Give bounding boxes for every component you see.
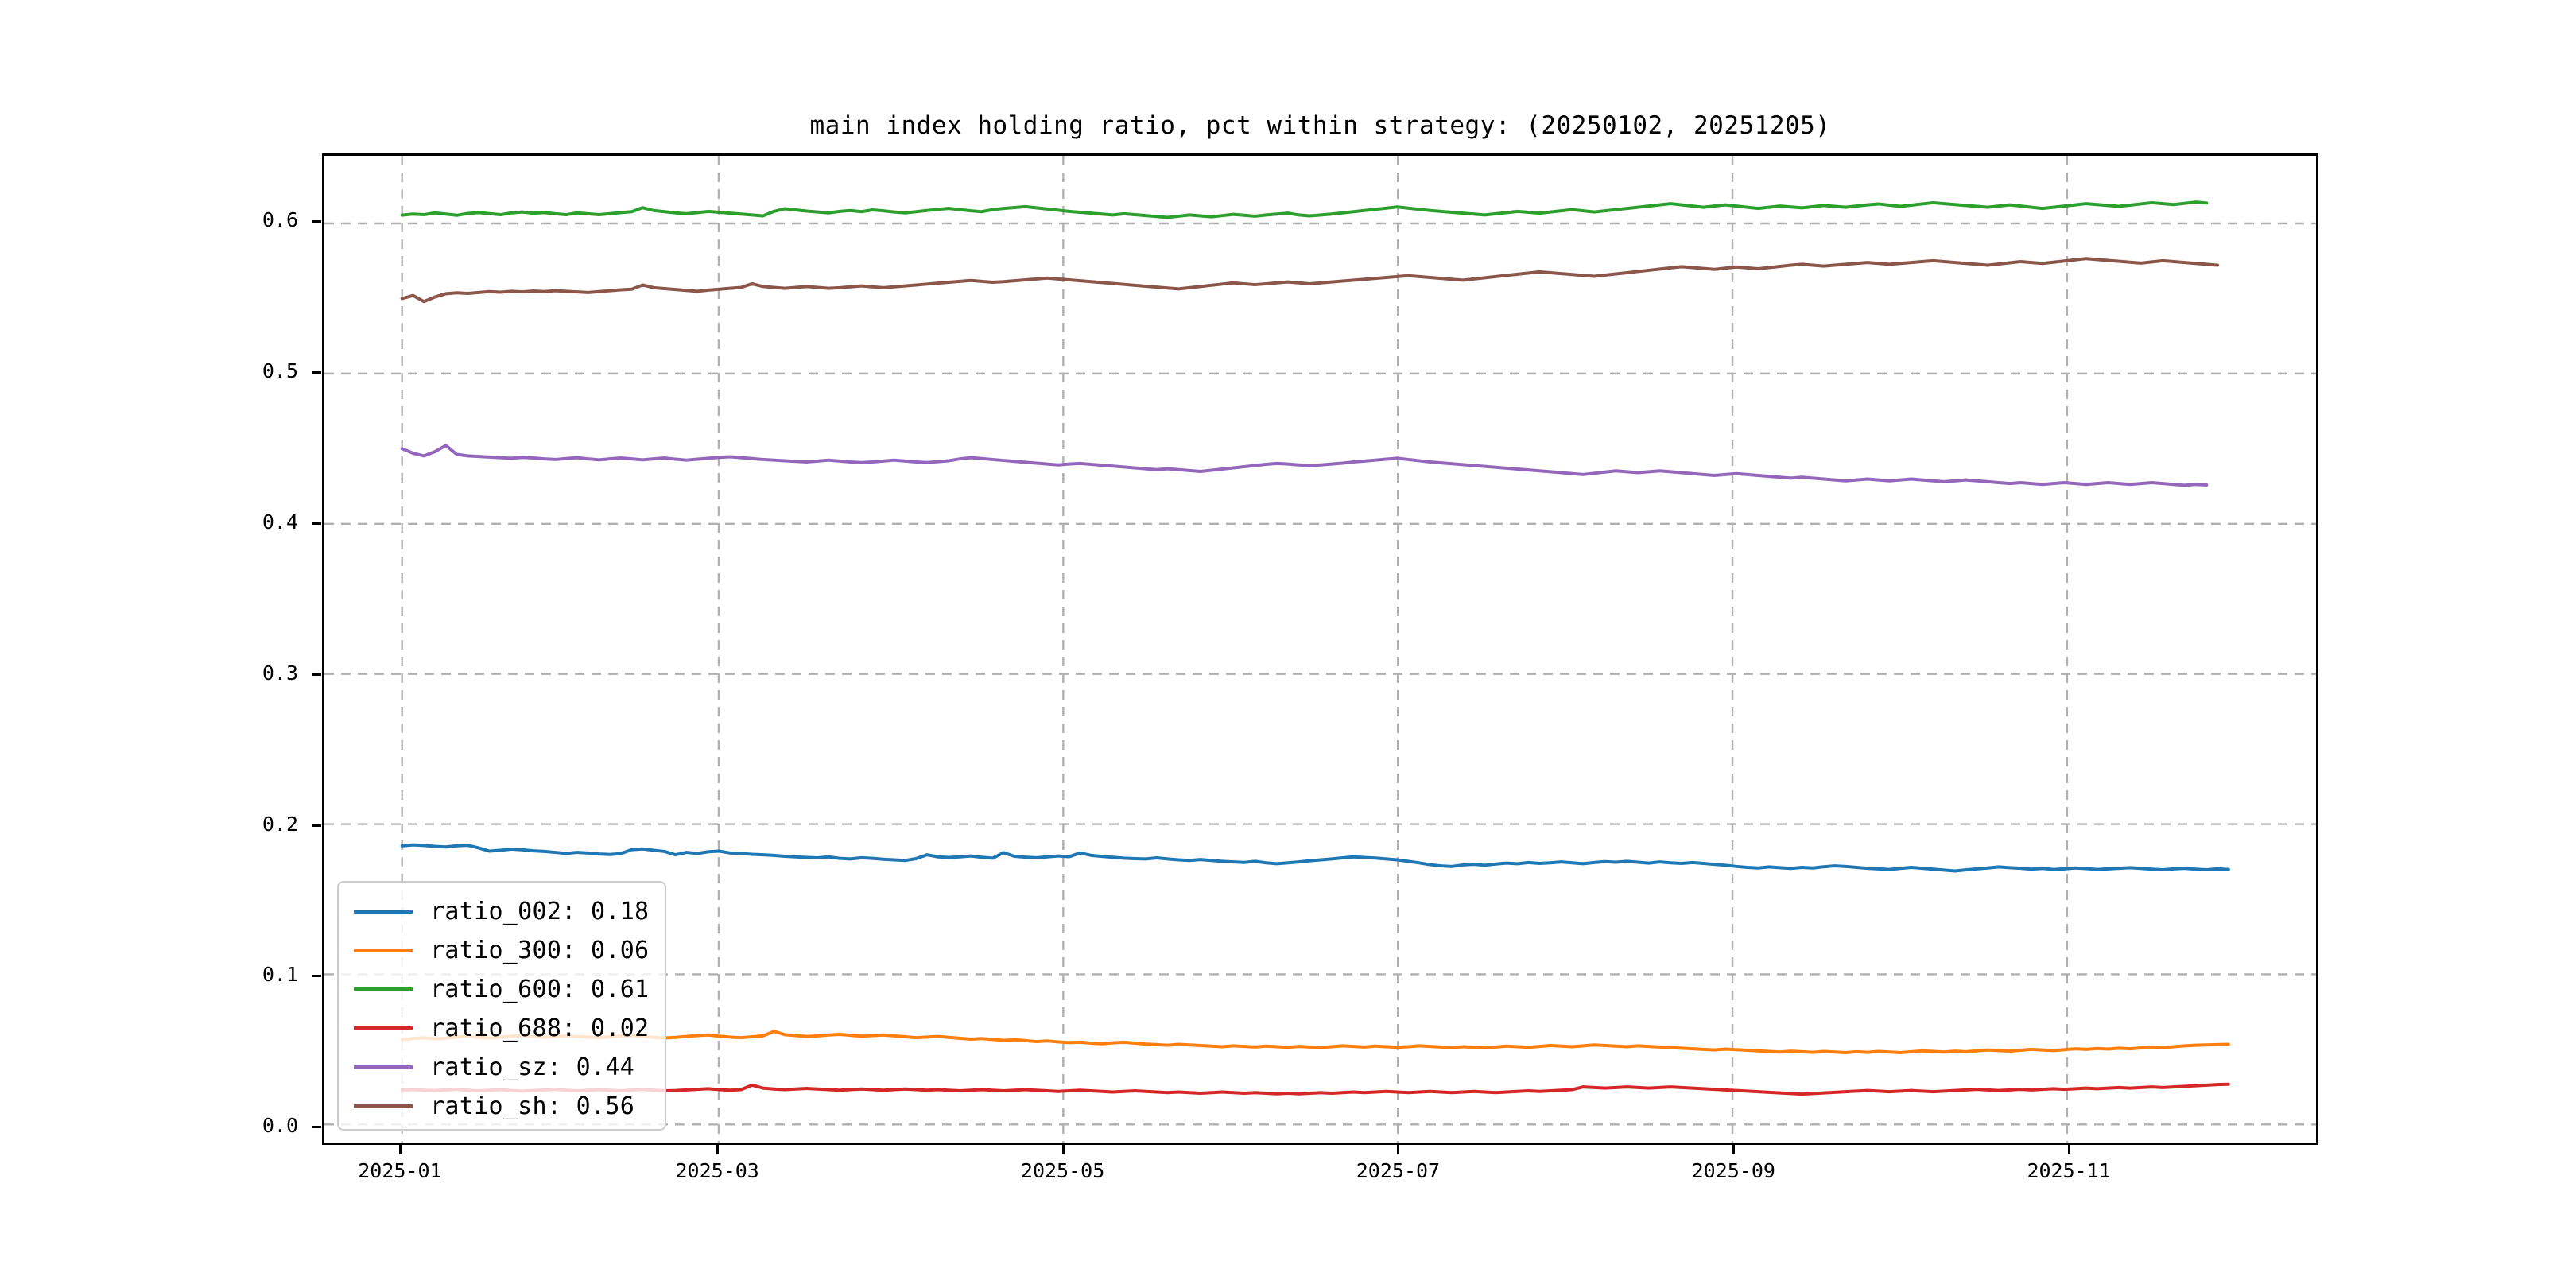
y-tick-mark: [312, 220, 321, 223]
y-tick-mark: [312, 1126, 321, 1129]
x-tick-label: 2025-09: [1691, 1159, 1775, 1182]
x-tick-mark: [2068, 1145, 2071, 1154]
y-tick-mark: [312, 673, 321, 676]
y-tick-mark: [312, 824, 321, 827]
legend-label-ratio_688: ratio_688: 0.02: [430, 1014, 650, 1042]
chart-title: main index holding ratio, pct within str…: [809, 111, 1831, 140]
y-tick-label: 0.6: [262, 208, 298, 232]
x-tick-label: 2025-05: [1020, 1159, 1105, 1182]
legend-item-ratio_sz[interactable]: ratio_sz: 0.44: [339, 1046, 665, 1088]
series-line-ratio_sh: [402, 258, 2217, 301]
x-tick-label: 2025-11: [2027, 1159, 2111, 1182]
legend[interactable]: ratio_002: 0.18 ratio_300: 0.06 ratio_600:…: [337, 881, 666, 1131]
legend-swatch-ratio_sh: [354, 1104, 413, 1108]
legend-swatch-ratio_sz: [354, 1065, 413, 1069]
series-lines: [324, 156, 2316, 1143]
x-tick-mark: [1061, 1145, 1065, 1154]
x-tick-label: 2025-03: [675, 1159, 759, 1182]
series-line-ratio_sz: [402, 445, 2207, 485]
y-tick-mark: [312, 371, 321, 374]
legend-label-ratio_600: ratio_600: 0.61: [430, 975, 650, 1003]
x-tick-mark: [1397, 1145, 1400, 1154]
y-tick-mark: [312, 975, 321, 978]
series-line-ratio_688: [402, 1084, 2229, 1094]
y-tick-mark: [312, 522, 321, 525]
x-tick-label: 2025-01: [358, 1159, 442, 1182]
series-line-ratio_002: [402, 845, 2229, 871]
legend-item-ratio_300[interactable]: ratio_300: 0.06: [339, 929, 665, 971]
legend-item-ratio_sh[interactable]: ratio_sh: 0.56: [339, 1085, 665, 1127]
legend-swatch-ratio_002: [354, 909, 413, 914]
y-tick-label: 0.0: [262, 1114, 298, 1138]
x-tick-mark: [1732, 1145, 1736, 1154]
legend-label-ratio_sz: ratio_sz: 0.44: [430, 1053, 635, 1081]
legend-swatch-ratio_300: [354, 948, 413, 952]
legend-swatch-ratio_600: [354, 987, 413, 991]
legend-item-ratio_688[interactable]: ratio_688: 0.02: [339, 1007, 665, 1049]
x-tick-label: 2025-07: [1356, 1159, 1441, 1182]
legend-item-ratio_600[interactable]: ratio_600: 0.61: [339, 968, 665, 1010]
y-tick-label: 0.2: [262, 812, 298, 836]
legend-label-ratio_sh: ratio_sh: 0.56: [430, 1092, 635, 1120]
y-tick-label: 0.5: [262, 359, 298, 383]
legend-label-ratio_002: ratio_002: 0.18: [430, 897, 650, 925]
gridlines: [324, 156, 2316, 1143]
legend-label-ratio_300: ratio_300: 0.06: [430, 936, 650, 964]
x-tick-mark: [716, 1145, 720, 1154]
series-line-ratio_600: [402, 202, 2207, 217]
legend-swatch-ratio_688: [354, 1026, 413, 1030]
series-line-ratio_300: [402, 1031, 2229, 1053]
y-tick-label: 0.4: [262, 510, 298, 533]
legend-item-ratio_002[interactable]: ratio_002: 0.18: [339, 890, 665, 932]
x-tick-mark: [398, 1145, 402, 1154]
y-tick-label: 0.1: [262, 963, 298, 987]
y-tick-label: 0.3: [262, 661, 298, 685]
